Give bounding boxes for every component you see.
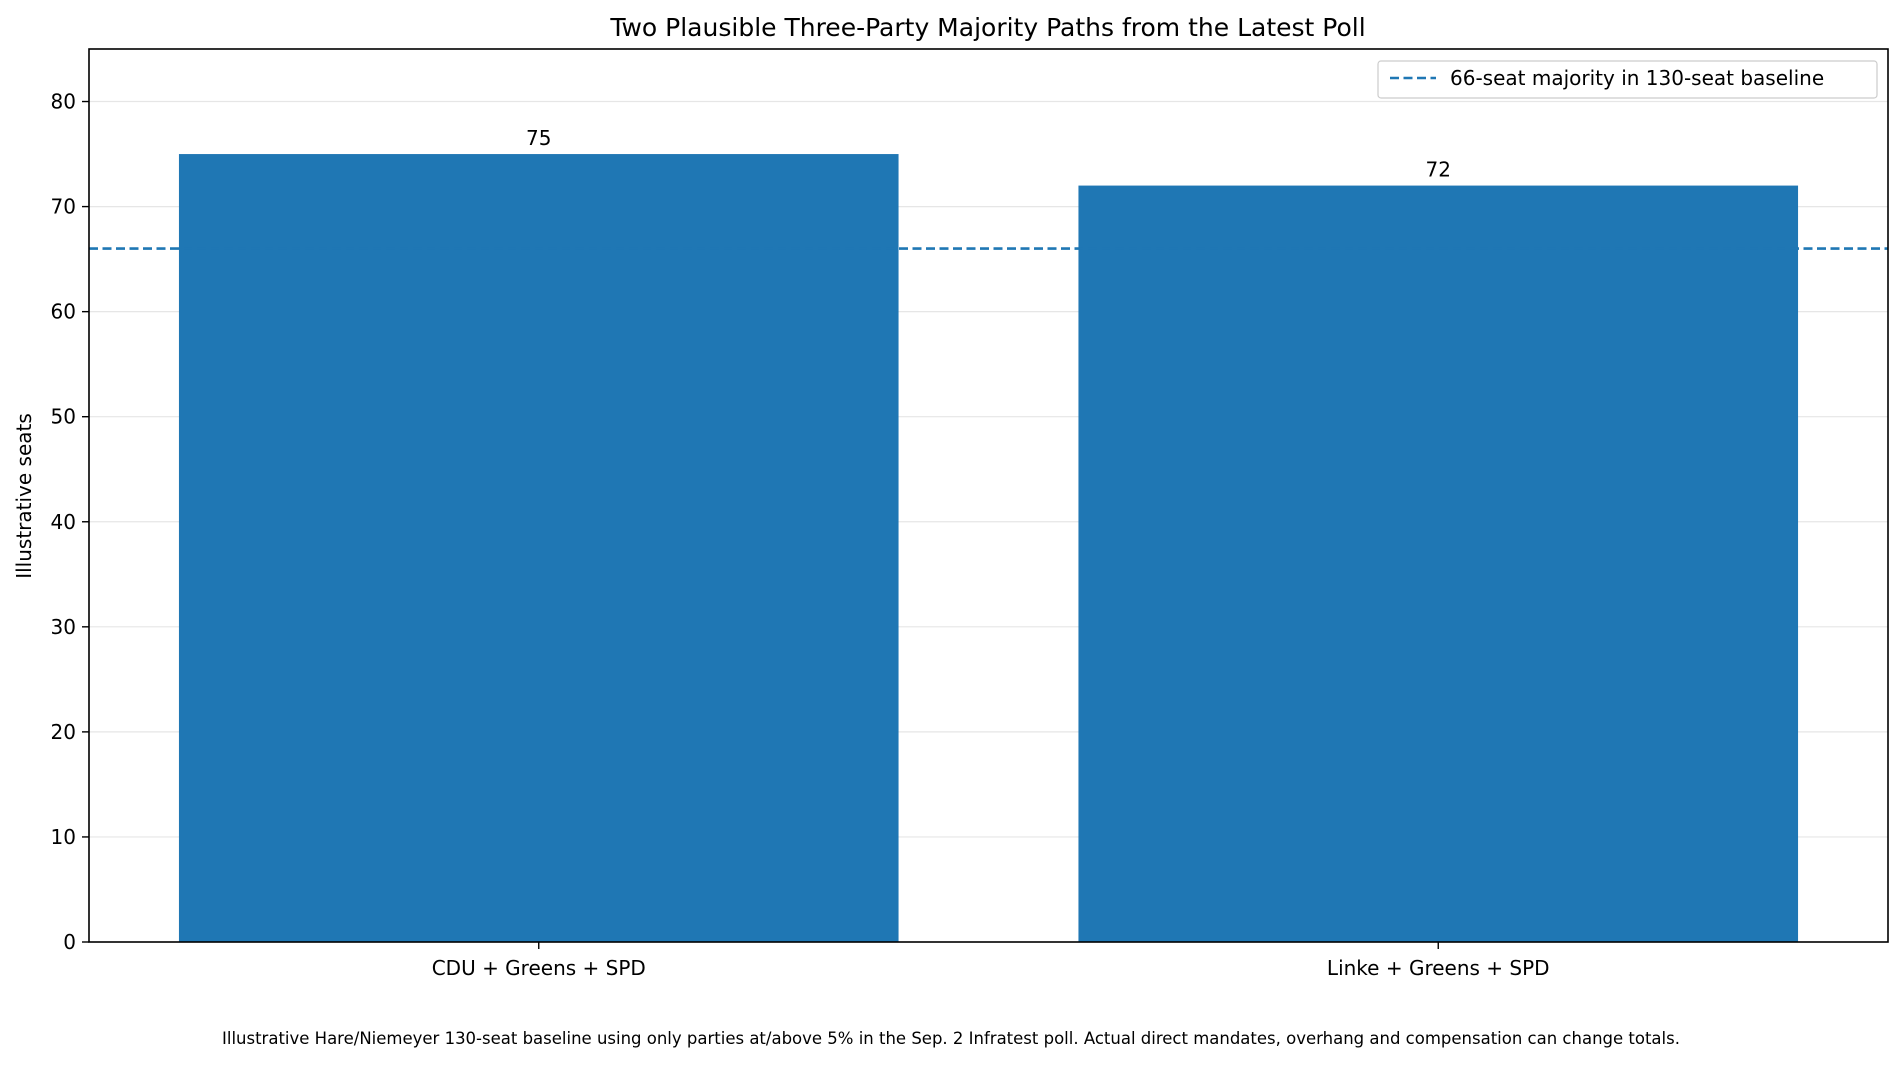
y-tick-label: 60 [51,300,76,324]
chart-title: Two Plausible Three-Party Majority Paths… [609,13,1365,42]
y-tick-label: 40 [51,510,76,534]
y-axis-label: Illustrative seats [12,413,36,579]
y-tick-label: 80 [51,90,76,114]
y-tick-label: 20 [51,720,76,744]
plot-frame [88,48,1889,943]
bar-value-label: 75 [526,126,551,150]
x-tick-label: Linke + Greens + SPD [1327,956,1550,980]
bar-value-label: 72 [1426,158,1451,182]
chart-footnote: Illustrative Hare/Niemeyer 130-seat base… [222,1029,1680,1048]
y-tick-label: 70 [51,195,76,219]
y-axis: 0 10 20 30 40 50 60 70 80 [51,90,89,954]
legend: 66-seat majority in 130-seat baseline [1377,60,1878,99]
x-tick-label: CDU + Greens + SPD [432,956,646,980]
data-labels: 75 72 [526,126,1451,182]
legend-entry-label: 66-seat majority in 130-seat baseline [1450,66,1824,90]
y-tick-label: 0 [63,930,76,954]
legend-frame [1377,60,1878,99]
y-tick-label: 30 [51,615,76,639]
bar [178,154,899,942]
y-tick-label: 50 [51,405,76,429]
x-axis: CDU + Greens + SPD Linke + Greens + SPD [432,942,1550,980]
y-tick-label: 10 [51,825,76,849]
bars [178,154,1799,942]
bar [1078,185,1799,942]
